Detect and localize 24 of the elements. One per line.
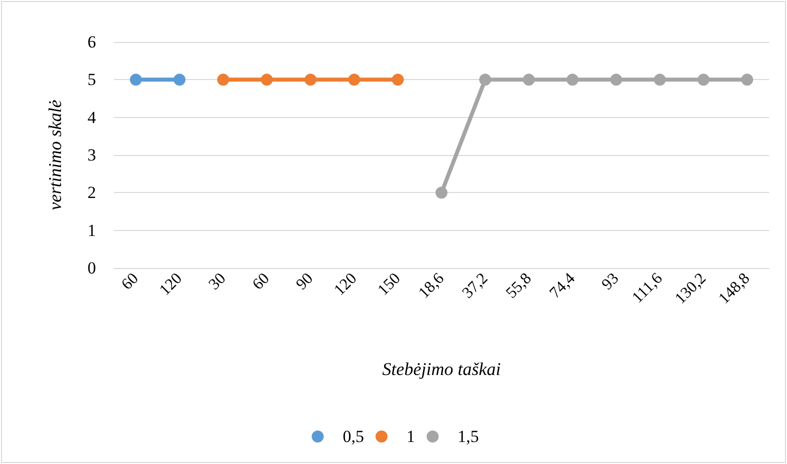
y-tick-label: 0	[88, 258, 96, 278]
y-tick-label: 3	[88, 146, 96, 164]
legend-label: 0,5	[342, 427, 364, 446]
y-tick-label: 1	[88, 220, 96, 240]
legend-label: 1,5	[458, 427, 479, 446]
x-tick-label: 120	[331, 270, 360, 299]
x-tick-label: 150	[374, 270, 404, 299]
x-tick-label: 30	[206, 270, 230, 294]
x-axis-title: Stebėjimo taškai	[382, 359, 501, 379]
y-tick-label: 5	[88, 70, 96, 90]
x-tick-label: 74,4	[546, 270, 579, 302]
x-tick-label: 90	[293, 270, 317, 294]
x-tick-label: 120	[156, 270, 186, 299]
x-tick-label: 37,2	[459, 270, 492, 302]
y-tick-label: 6	[88, 32, 96, 52]
x-tick-label: 93	[598, 270, 622, 294]
y-tick-label: 4	[88, 108, 96, 127]
y-axis-title: vertinimo skalė	[45, 100, 65, 210]
x-tick-label: 55,8	[503, 270, 535, 302]
legend-label: 1	[406, 427, 416, 446]
x-tick-label: 18,6	[416, 270, 448, 302]
x-tick-label: 60	[250, 270, 273, 294]
y-tick-label: 2	[88, 183, 96, 202]
x-tick-label: 60	[118, 270, 142, 294]
